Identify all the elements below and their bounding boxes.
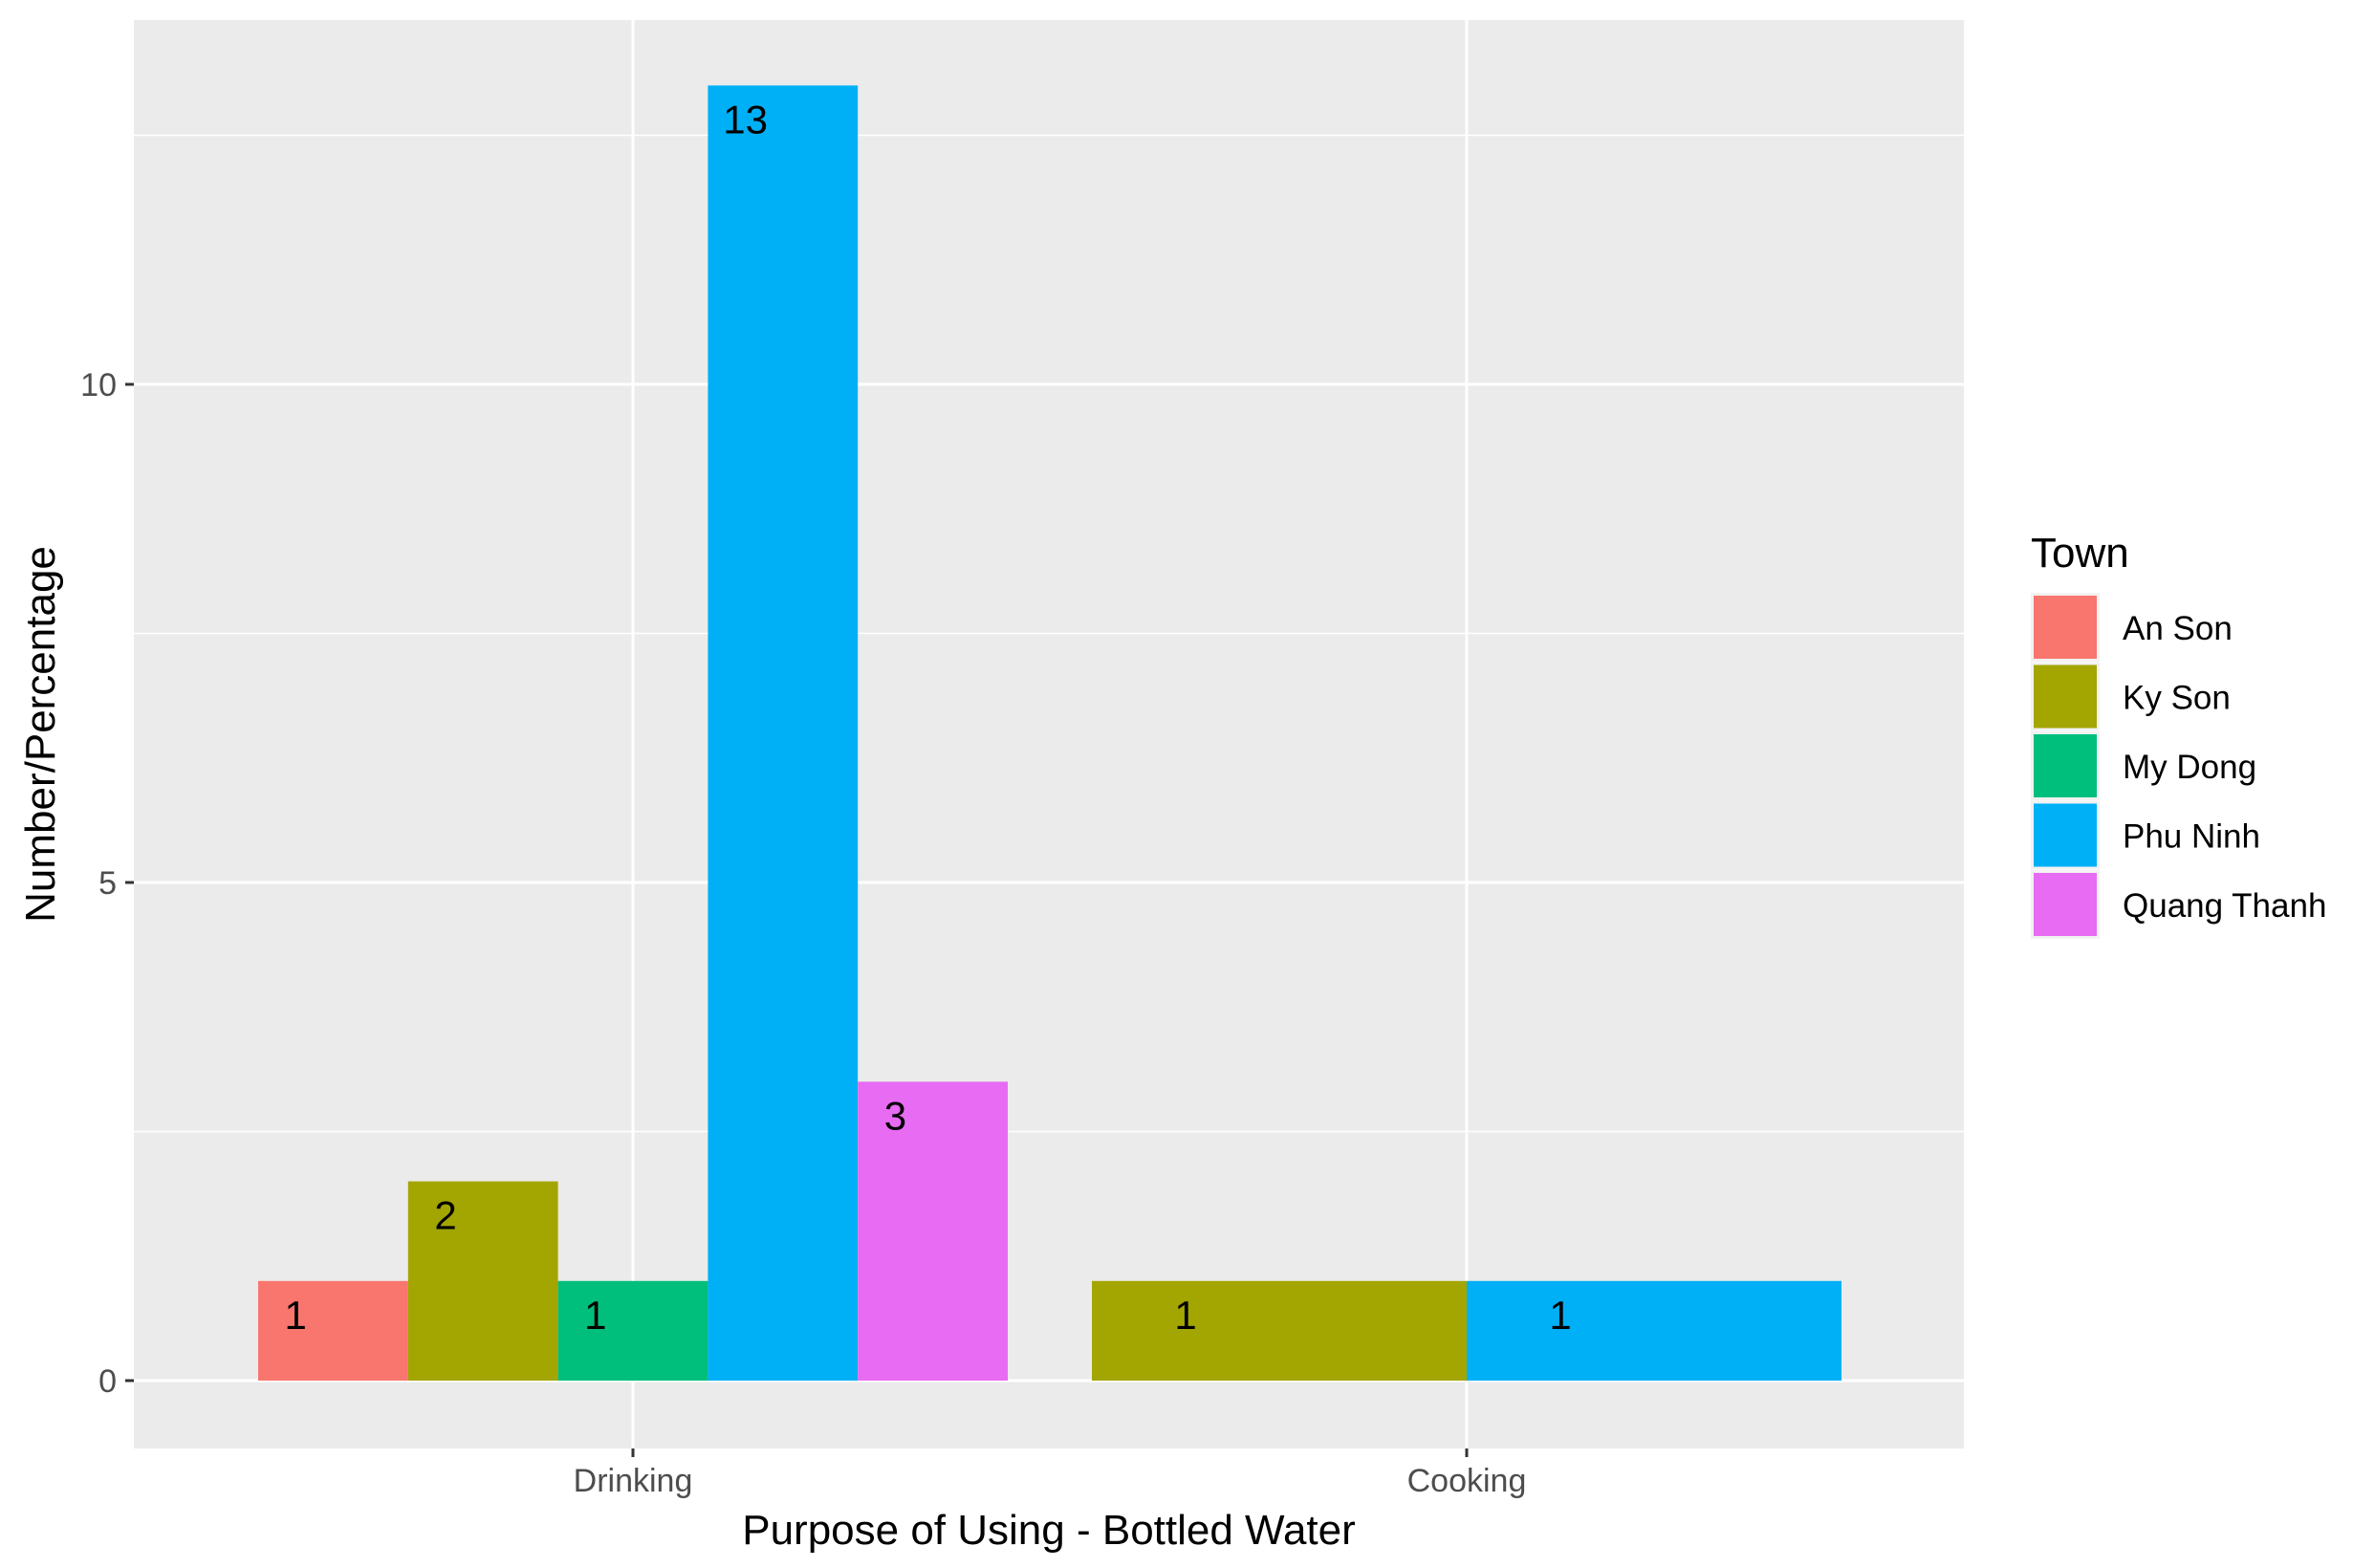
bar	[1092, 1280, 1467, 1381]
y-tick-label: 5	[98, 865, 117, 902]
bars	[258, 85, 1841, 1381]
legend-label: Phu Ninh	[2123, 818, 2260, 856]
data-label: 1	[1174, 1293, 1196, 1338]
grid-minor	[134, 134, 1964, 1133]
legend-label: An Son	[2123, 610, 2233, 647]
legend-key	[2034, 803, 2097, 867]
x-tick-label: Drinking	[574, 1463, 693, 1499]
bar	[407, 1181, 558, 1381]
x-axis: Drinking Cooking	[574, 1448, 1527, 1499]
data-label: 2	[434, 1193, 456, 1238]
legend: Town An Son Ky Son My Dong Phu Ninh Quang Th…	[2031, 530, 2326, 939]
legend-key	[2034, 873, 2097, 936]
y-tick-label: 0	[98, 1363, 117, 1400]
data-label: 1	[1549, 1293, 1571, 1338]
data-labels: 1 2 1 13 3 1 1	[285, 97, 1572, 1337]
legend-label: Quang Thanh	[2123, 887, 2326, 925]
legend-key	[2034, 734, 2097, 797]
y-axis: 0 5 10	[80, 367, 134, 1400]
bar	[708, 85, 859, 1381]
bar	[258, 1280, 408, 1381]
data-label: 3	[884, 1093, 906, 1138]
data-label: 1	[285, 1293, 307, 1338]
legend-key	[2034, 664, 2097, 729]
legend-title: Town	[2031, 530, 2129, 577]
legend-label: My Dong	[2123, 749, 2256, 786]
data-label: 13	[723, 97, 768, 142]
y-tick-label: 10	[80, 367, 117, 403]
x-axis-title: Purpose of Using - Bottled Water	[742, 1507, 1356, 1554]
legend-key	[2034, 596, 2097, 659]
data-label: 1	[584, 1293, 606, 1338]
bar	[858, 1081, 1008, 1381]
bar	[1467, 1280, 1841, 1381]
x-tick-label: Cooking	[1407, 1463, 1527, 1499]
legend-label: Ky Son	[2123, 680, 2231, 717]
y-axis-title: Number/Percentage	[17, 546, 64, 923]
bar	[557, 1280, 708, 1381]
